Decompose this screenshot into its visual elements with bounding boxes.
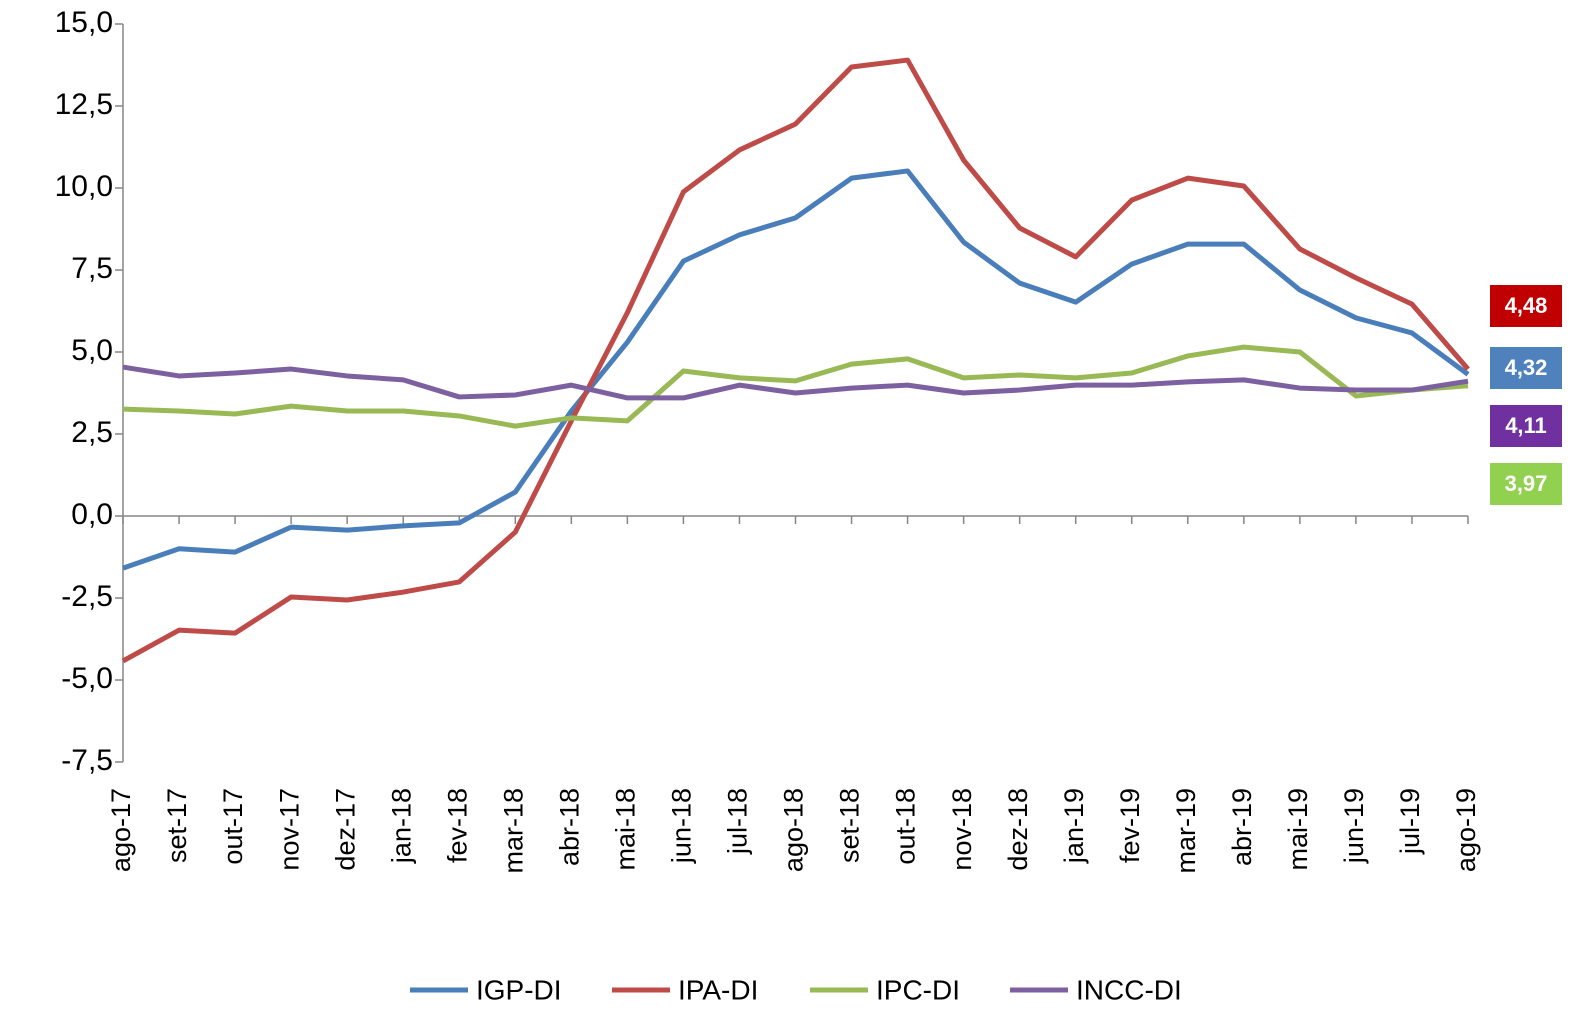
series-line	[122, 168, 1470, 571]
y-tick-label: 7,5	[71, 252, 113, 285]
x-tick-label: dez-17	[330, 788, 360, 871]
x-tick-label: dez-18	[1003, 788, 1033, 871]
end-label-box	[1490, 463, 1562, 505]
legend-label: IPC-DI	[876, 974, 960, 1005]
x-tick-label: jan-19	[1059, 788, 1089, 864]
x-tick-label: ago-18	[779, 788, 809, 872]
x-tick-label: ago-19	[1451, 788, 1481, 872]
x-tick-label: jul-19	[1395, 788, 1425, 855]
x-tick-label: set-18	[835, 788, 865, 863]
y-tick-label: 12,5	[55, 88, 113, 121]
y-tick-label: 0,0	[71, 498, 113, 531]
end-label: 4,11	[1490, 405, 1562, 447]
x-tick-label: jun-18	[667, 788, 697, 864]
end-label-text: 4,48	[1505, 293, 1548, 318]
x-tick-label: set-17	[162, 788, 192, 863]
end-label-box	[1490, 405, 1562, 447]
x-tick-label: out-17	[218, 788, 248, 865]
end-label-box	[1490, 347, 1562, 389]
x-tick-label: mar-18	[498, 788, 528, 874]
x-tick-label: abr-18	[554, 788, 584, 866]
y-tick-label: 2,5	[71, 416, 113, 449]
x-tick-label: fev-19	[1115, 788, 1145, 863]
x-tick-label: jul-18	[723, 788, 753, 855]
end-label: 4,32	[1490, 347, 1562, 389]
x-tick-label: out-18	[891, 788, 921, 865]
legend-label: IPA-DI	[678, 974, 758, 1005]
legend-label: IGP-DI	[476, 974, 562, 1005]
series-line	[122, 364, 1469, 401]
x-tick-label: mar-19	[1171, 788, 1201, 874]
y-tick-label: 10,0	[55, 170, 113, 203]
x-tick-label: jan-18	[386, 788, 416, 864]
y-tick-label: -2,5	[61, 580, 113, 613]
y-tick-label: -7,5	[61, 744, 113, 777]
end-label-box	[1490, 285, 1562, 327]
end-label: 4,48	[1490, 285, 1562, 327]
end-label-text: 4,11	[1505, 413, 1547, 438]
x-tick-label: abr-19	[1227, 788, 1257, 866]
x-tick-label: jun-19	[1339, 788, 1369, 864]
x-tick-label: nov-18	[947, 788, 977, 871]
end-label-text: 4,32	[1505, 355, 1548, 380]
y-tick-label: -5,0	[61, 662, 113, 695]
y-tick-label: 5,0	[71, 334, 113, 367]
series-line	[122, 344, 1469, 429]
series-line	[121, 57, 1470, 664]
x-tick-label: mai-19	[1283, 788, 1313, 871]
x-tick-label: mai-18	[611, 788, 641, 871]
x-tick-label: ago-17	[106, 788, 136, 872]
x-tick-label: nov-17	[274, 788, 304, 871]
end-label: 3,97	[1490, 463, 1562, 505]
x-tick-label: fev-18	[442, 788, 472, 863]
end-label-text: 3,97	[1505, 471, 1548, 496]
legend-label: INCC-DI	[1076, 974, 1182, 1005]
y-tick-label: 15,0	[55, 6, 113, 39]
